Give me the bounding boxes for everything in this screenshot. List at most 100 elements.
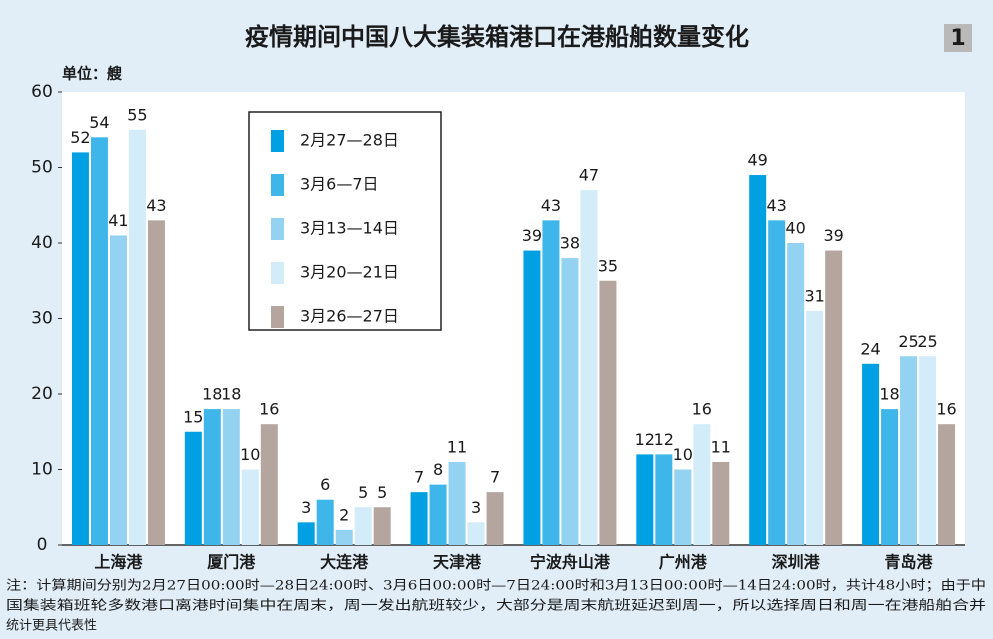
y-tick-label: 10 xyxy=(31,460,53,480)
data-label: 11 xyxy=(711,437,731,456)
bar xyxy=(561,258,579,545)
data-label: 43 xyxy=(146,196,166,215)
bar xyxy=(636,454,654,545)
legend-label: 3月13—14日 xyxy=(300,219,399,238)
bar xyxy=(749,175,767,546)
data-label: 3 xyxy=(301,498,311,517)
x-tick-label: 上海港 xyxy=(94,553,143,572)
data-label: 43 xyxy=(541,196,561,215)
bar xyxy=(410,492,428,545)
bar xyxy=(467,522,485,545)
bar xyxy=(674,469,692,545)
data-label: 25 xyxy=(898,332,918,351)
legend-label: 2月27—28日 xyxy=(300,131,399,150)
x-tick-label: 厦门港 xyxy=(207,553,256,572)
legend-label: 3月20—21日 xyxy=(300,263,399,282)
data-label: 41 xyxy=(108,211,128,230)
data-label: 24 xyxy=(860,339,880,358)
x-tick-label: 宁波舟山港 xyxy=(530,553,611,572)
badge-box xyxy=(944,24,972,52)
data-label: 40 xyxy=(786,219,806,238)
data-label: 16 xyxy=(936,400,956,419)
bar xyxy=(919,356,937,545)
data-label: 38 xyxy=(560,234,580,253)
data-label: 55 xyxy=(127,105,147,124)
footnote: 国集装箱班轮多数港口离港时间集中在周末，周一发出航班较少，大部分是周末航班延迟到… xyxy=(6,598,986,614)
data-label: 43 xyxy=(767,196,787,215)
data-label: 10 xyxy=(673,445,693,464)
data-label: 18 xyxy=(221,385,241,404)
footnote: 统计更具代表性 xyxy=(6,619,97,634)
bar xyxy=(542,220,560,545)
x-tick-label: 天津港 xyxy=(433,553,482,572)
y-tick-label: 60 xyxy=(31,82,53,102)
data-label: 47 xyxy=(579,166,599,185)
data-label: 12 xyxy=(635,430,655,449)
data-label: 5 xyxy=(377,483,387,502)
data-label: 39 xyxy=(824,226,844,245)
data-label: 35 xyxy=(598,256,618,275)
data-label: 6 xyxy=(320,475,330,494)
bar xyxy=(90,137,108,546)
bar xyxy=(260,424,278,545)
bar xyxy=(429,484,447,545)
data-label: 18 xyxy=(202,385,222,404)
y-axis-label: 单位：艘 xyxy=(62,65,123,83)
data-label: 7 xyxy=(414,468,424,487)
y-tick-label: 30 xyxy=(31,309,53,329)
bar xyxy=(938,424,956,545)
y-tick-label: 20 xyxy=(31,384,53,404)
badge: 1 xyxy=(950,26,965,51)
y-tick-label: 40 xyxy=(31,233,53,253)
legend-swatch xyxy=(271,130,284,152)
x-tick-label: 大连港 xyxy=(320,553,369,572)
bar xyxy=(241,469,259,545)
data-label: 52 xyxy=(70,128,90,147)
data-label: 3 xyxy=(471,498,481,517)
data-label: 16 xyxy=(692,400,712,419)
bar xyxy=(580,190,598,545)
data-label: 10 xyxy=(240,445,260,464)
bar xyxy=(184,431,202,545)
data-label: 31 xyxy=(805,286,825,305)
bar xyxy=(109,235,127,545)
legend-label: 3月6—7日 xyxy=(300,175,379,194)
bar xyxy=(655,454,673,545)
legend-swatch xyxy=(271,218,284,240)
bar xyxy=(316,499,334,545)
x-tick-label: 青岛港 xyxy=(885,553,934,572)
bar xyxy=(881,409,899,545)
bar xyxy=(693,424,711,545)
bar xyxy=(806,310,824,545)
legend-swatch xyxy=(271,174,284,196)
y-tick-label: 50 xyxy=(31,158,53,178)
bar xyxy=(335,529,353,545)
bar xyxy=(712,461,730,545)
bar xyxy=(523,250,541,546)
data-label: 16 xyxy=(259,400,279,419)
data-label: 2 xyxy=(339,505,349,524)
bar xyxy=(128,129,146,545)
data-label: 12 xyxy=(654,430,674,449)
data-label: 11 xyxy=(447,437,467,456)
data-label: 8 xyxy=(433,460,443,479)
bar xyxy=(373,507,391,545)
legend-swatch xyxy=(271,306,284,328)
bar xyxy=(297,522,315,545)
bar xyxy=(787,243,805,545)
data-label: 25 xyxy=(917,332,937,351)
data-label: 5 xyxy=(358,483,368,502)
bar xyxy=(203,409,221,545)
bar xyxy=(354,507,372,545)
data-label: 7 xyxy=(490,468,500,487)
bar xyxy=(486,492,504,545)
footnote: 注：计算期间分别为2月27日00:00时—28日24:00时、3月6日00:00… xyxy=(6,579,986,594)
bar xyxy=(599,280,617,545)
bar xyxy=(862,363,880,545)
bar xyxy=(71,152,89,545)
bar xyxy=(448,461,466,545)
legend-label: 3月26—27日 xyxy=(300,307,399,326)
bar xyxy=(768,220,786,545)
chart-title: 疫情期间中国八大集装箱港口在港船舶数量变化 xyxy=(245,23,749,51)
